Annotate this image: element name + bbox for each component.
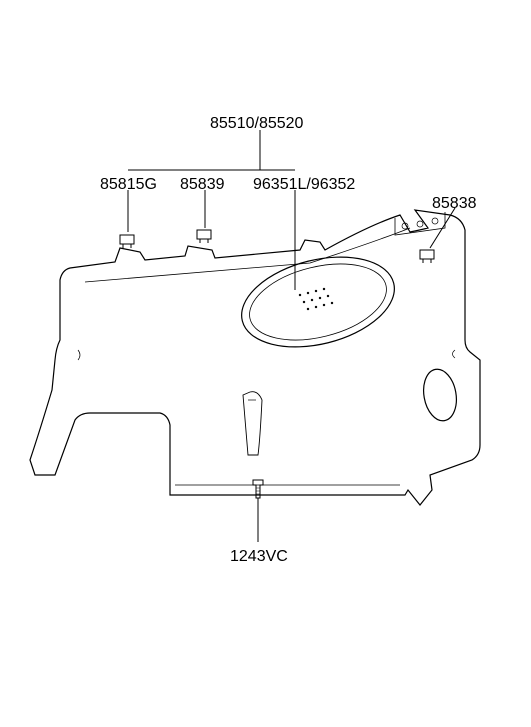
label-top-center: 85510/85520	[210, 115, 303, 133]
clip-1	[120, 235, 134, 248]
clip-3	[420, 250, 434, 263]
parts-diagram: 85510/85520 85815G 85839 96351L/96352 85…	[0, 0, 531, 727]
trim-panel	[30, 210, 480, 505]
label-1243vc: 1243VC	[230, 548, 288, 566]
diagram-svg	[0, 0, 531, 727]
label-85838: 85838	[432, 195, 477, 213]
clip-2	[197, 230, 211, 243]
label-85815g: 85815G	[100, 176, 157, 194]
label-96351: 96351L/96352	[253, 176, 355, 194]
label-85839: 85839	[180, 176, 225, 194]
